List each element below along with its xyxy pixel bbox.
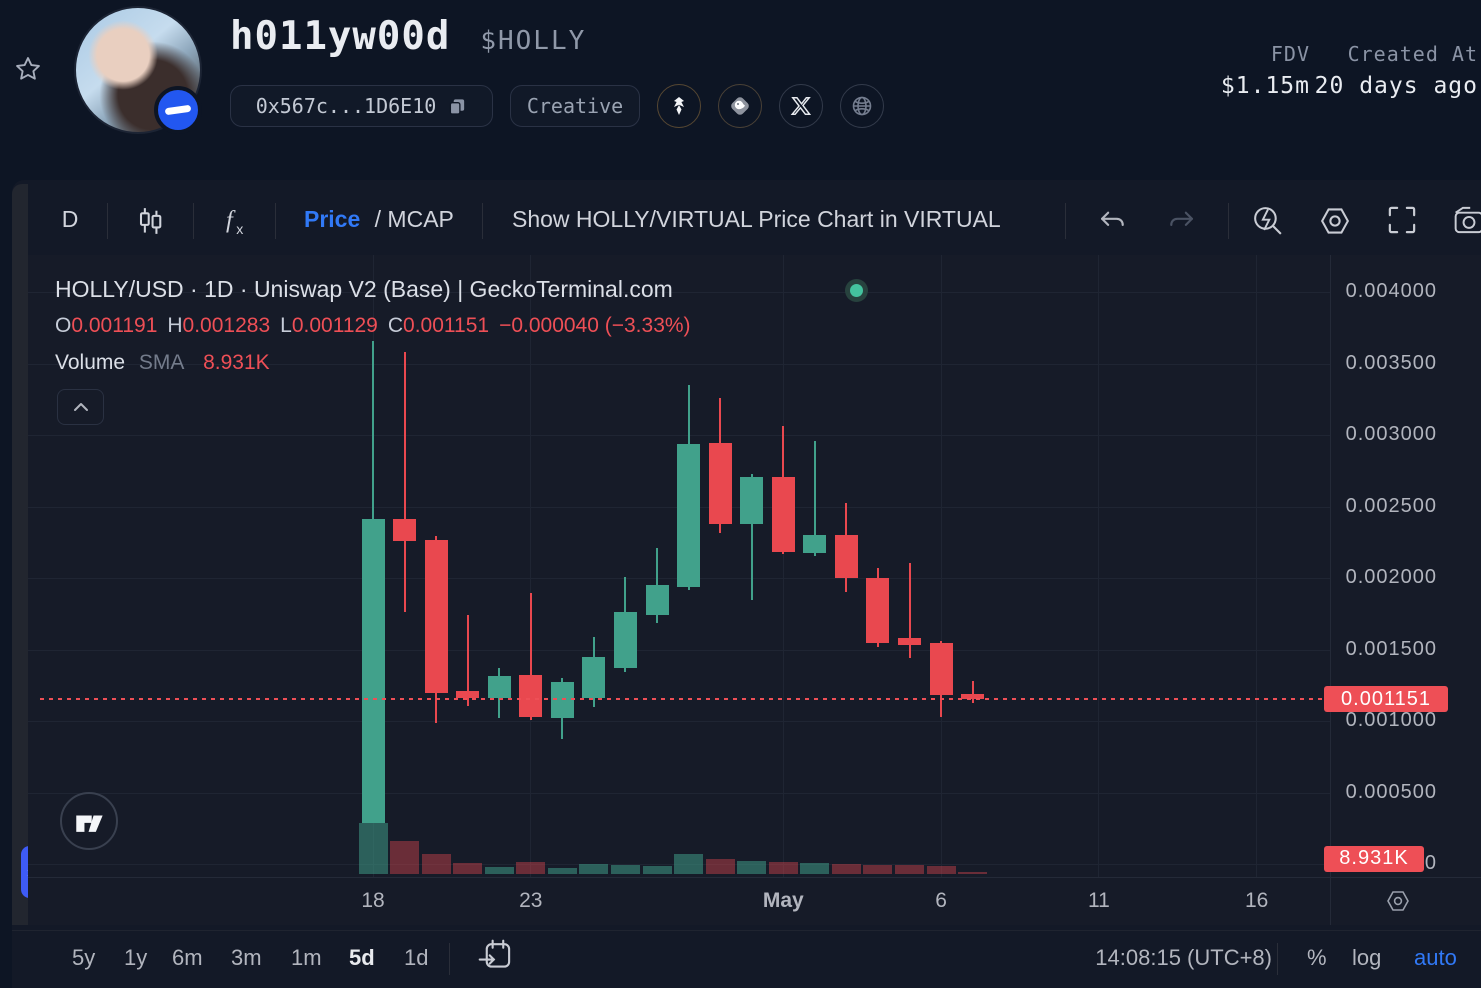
chart-legend-title: HOLLY/USD · 1D · Uniswap V2 (Base) | Gec… — [55, 276, 673, 302]
created-at-value: 20 days ago — [1314, 73, 1478, 99]
volume-label: Volume — [55, 351, 126, 374]
price-mcap-toggle[interactable]: Price / MCAP — [304, 206, 454, 233]
virtuals-eagle-icon[interactable] — [657, 84, 701, 128]
created-at-label: Created At — [1347, 42, 1478, 66]
redo-icon[interactable] — [1164, 203, 1200, 239]
open-value: 0.001191 — [71, 314, 158, 337]
price-axis-border — [1330, 255, 1331, 925]
undo-icon[interactable] — [1096, 203, 1132, 239]
tradingview-logo[interactable] — [60, 792, 118, 850]
token-avatar — [74, 6, 202, 134]
snapshot-camera-icon[interactable] — [1452, 203, 1481, 239]
geckoterminal-icon[interactable] — [718, 84, 762, 128]
percent-scale-toggle[interactable]: % — [1307, 945, 1327, 970]
range-5d[interactable]: 5d — [349, 945, 375, 970]
close-label: C — [387, 314, 404, 337]
auto-scale-toggle[interactable]: auto — [1414, 945, 1457, 970]
clock-timezone[interactable]: 14:08:15 (UTC+8) — [1095, 945, 1272, 970]
favorite-star-icon[interactable] — [14, 55, 42, 83]
chevron-up-icon — [73, 403, 88, 411]
flash-search-icon[interactable] — [1250, 203, 1286, 239]
contract-address: 0x567c...1D6E10 — [255, 94, 437, 118]
mcap-toggle[interactable]: / MCAP — [374, 206, 454, 232]
axis-settings-hexagon-icon[interactable] — [1384, 887, 1412, 915]
svg-text:x: x — [236, 221, 243, 237]
goto-date-calendar-icon[interactable] — [475, 936, 515, 976]
range-1d[interactable]: 1d — [404, 945, 429, 970]
category-tag-pill[interactable]: Creative — [510, 85, 640, 127]
low-label: L — [280, 314, 292, 337]
open-label: O — [55, 314, 72, 337]
range-1m[interactable]: 1m — [291, 945, 322, 970]
website-globe-icon[interactable] — [840, 84, 884, 128]
x-twitter-icon[interactable] — [779, 84, 823, 128]
collapsed-sidebar-strip — [12, 184, 28, 925]
token-avatar-chain-badge-icon — [154, 86, 202, 134]
status-dot-icon — [845, 279, 868, 302]
token-symbol: $HOLLY — [480, 26, 587, 56]
close-value: 0.001151 — [403, 314, 490, 337]
contract-address-pill[interactable]: 0x567c...1D6E10 — [230, 85, 493, 127]
fdv-label: FDV — [1270, 42, 1310, 66]
chart-style-candles-icon[interactable] — [132, 203, 168, 239]
chart-settings-icon[interactable] — [1317, 203, 1353, 239]
sma-value: 8.931K — [203, 351, 270, 374]
show-pair-chart-button[interactable]: Show HOLLY/VIRTUAL Price Chart in VIRTUA… — [512, 206, 1001, 232]
range-1y[interactable]: 1y — [124, 945, 148, 970]
time-axis-border — [28, 877, 1481, 878]
range-3m[interactable]: 3m — [231, 945, 262, 970]
interval-button[interactable]: D — [61, 206, 79, 232]
log-scale-toggle[interactable]: log — [1352, 945, 1382, 970]
category-tag-label: Creative — [526, 94, 624, 118]
copy-icon[interactable] — [448, 97, 467, 116]
range-6m[interactable]: 6m — [172, 945, 203, 970]
change-value: −0.000040 (−3.33%) — [499, 314, 691, 337]
sma-label: SMA — [138, 351, 184, 374]
low-value: 0.001129 — [291, 314, 378, 337]
high-label: H — [167, 314, 183, 337]
fullscreen-icon[interactable] — [1385, 203, 1421, 239]
high-value: 0.001283 — [182, 314, 271, 337]
token-name: h011yw00d — [230, 14, 451, 59]
chart-pane[interactable] — [28, 255, 1481, 925]
price-toggle-active[interactable]: Price — [304, 206, 361, 232]
svg-text:f: f — [226, 206, 236, 233]
volume-legend: Volume SMA 8.931K — [55, 351, 270, 375]
collapse-legend-button[interactable] — [57, 389, 104, 425]
fdv-value: $1.15m — [1220, 73, 1310, 99]
range-5y[interactable]: 5y — [72, 945, 96, 970]
ohlc-legend: O0.001191 H0.001283 L0.001129 C0.001151 −0.0… — [55, 314, 701, 338]
